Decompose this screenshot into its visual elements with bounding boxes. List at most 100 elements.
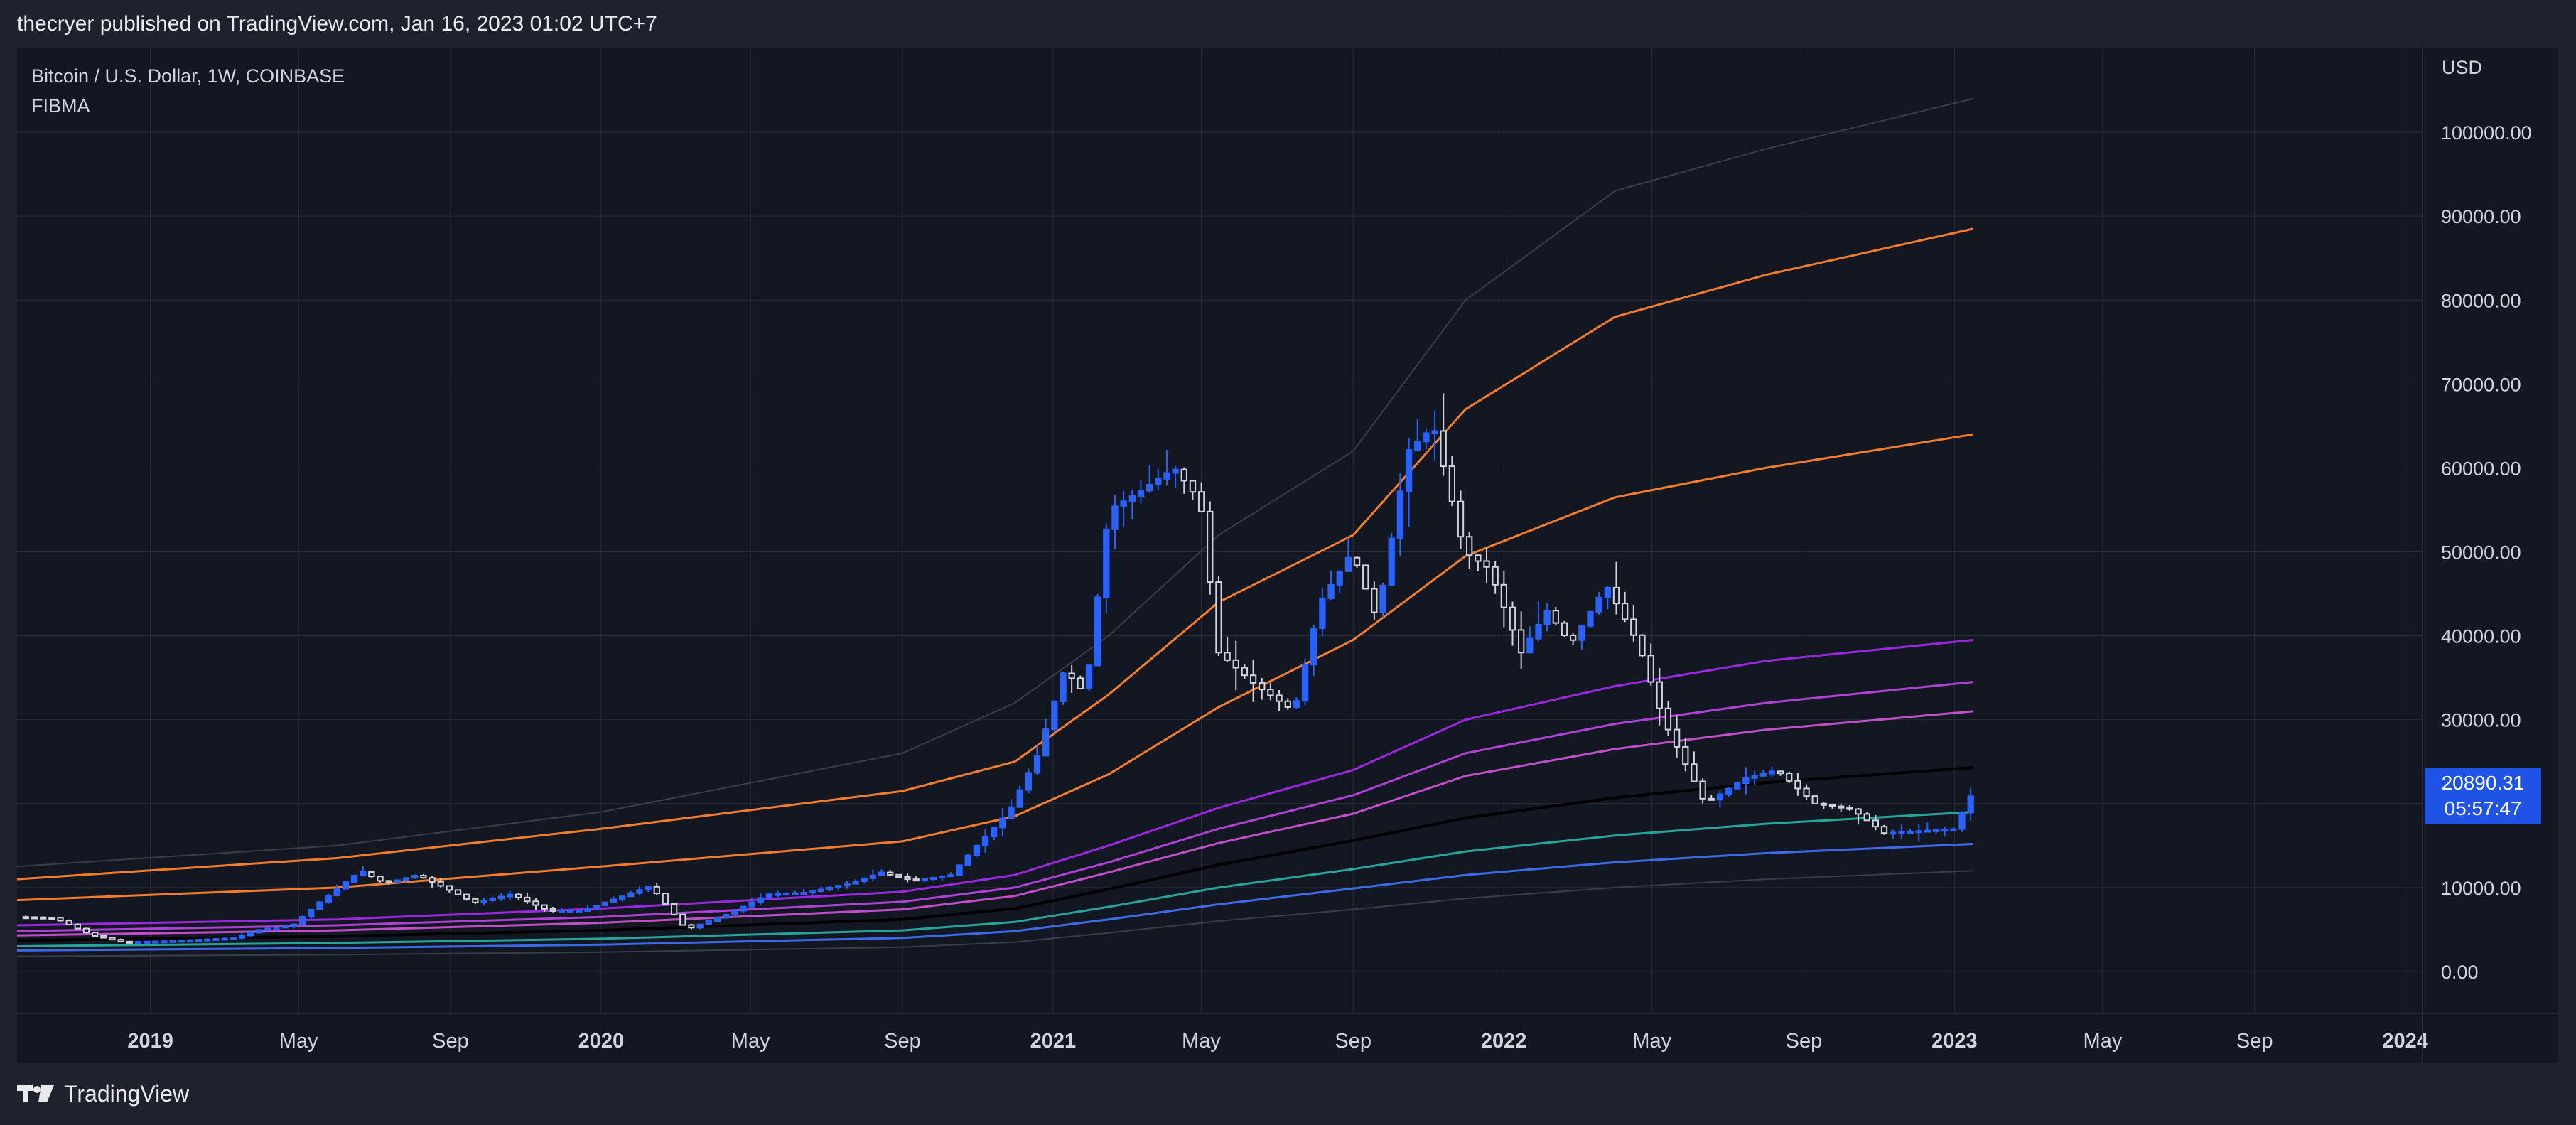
candle-body bbox=[610, 898, 618, 903]
candle-body bbox=[1578, 625, 1585, 641]
candle-body bbox=[1483, 560, 1490, 568]
ma-series-layer bbox=[17, 97, 1973, 957]
candle-body bbox=[1518, 629, 1525, 654]
candle-body bbox=[1759, 773, 1767, 777]
candle-body bbox=[1405, 449, 1413, 492]
candle-body bbox=[792, 892, 799, 895]
candle-body bbox=[662, 893, 669, 905]
x-tick-label: May bbox=[731, 1030, 770, 1053]
tradingview-logo-icon[interactable] bbox=[17, 1084, 57, 1104]
candle-body bbox=[506, 893, 514, 898]
last-price: 20890.31 bbox=[2441, 772, 2525, 795]
candle-body bbox=[800, 892, 807, 895]
x-tick-label: May bbox=[279, 1030, 318, 1053]
candle-body bbox=[22, 916, 29, 920]
x-tick-label: Sep bbox=[2236, 1030, 2273, 1053]
candle-body bbox=[1967, 795, 1974, 814]
y-tick-label: 50000.00 bbox=[2441, 542, 2521, 564]
candle-body bbox=[1301, 664, 1309, 702]
candle-body bbox=[1725, 787, 1732, 795]
candle-body bbox=[1691, 763, 1698, 782]
x-tick-label: Sep bbox=[884, 1030, 921, 1053]
candle-body bbox=[1327, 583, 1335, 599]
candle-body bbox=[645, 886, 652, 891]
candle-body bbox=[653, 886, 660, 895]
y-tick-label: 10000.00 bbox=[2441, 878, 2521, 899]
candle-body bbox=[869, 874, 877, 879]
candle-body bbox=[360, 871, 367, 876]
candle-body bbox=[1128, 495, 1136, 502]
ma-series-line bbox=[17, 870, 1973, 957]
candle-body bbox=[1180, 468, 1187, 482]
candle-body bbox=[722, 913, 730, 919]
candle-body bbox=[1500, 583, 1507, 608]
chart-panel[interactable]: 0.0010000.0020000.0030000.0040000.005000… bbox=[17, 48, 2558, 1063]
candle-body bbox=[1716, 793, 1724, 801]
candle-body bbox=[1475, 554, 1482, 562]
candle-body bbox=[1224, 652, 1231, 661]
chart-legend[interactable]: Bitcoin / U.S. Dollar, 1W, COINBASE FIBM… bbox=[31, 61, 345, 121]
candle-body bbox=[1734, 782, 1741, 790]
candle-body bbox=[1673, 728, 1681, 748]
candle-body bbox=[195, 939, 203, 942]
candle-body bbox=[1215, 581, 1222, 654]
candle-body bbox=[601, 901, 608, 907]
candle-body bbox=[1932, 829, 1940, 832]
candle-body bbox=[1077, 677, 1084, 689]
candle-body bbox=[670, 903, 678, 915]
candle-body bbox=[1259, 682, 1266, 691]
candle-body bbox=[333, 888, 340, 896]
candle-body bbox=[1621, 603, 1629, 620]
candle-body bbox=[247, 932, 254, 937]
candle-body bbox=[1457, 500, 1465, 538]
candle-body bbox=[740, 905, 747, 912]
candle-body bbox=[757, 897, 764, 903]
candle-body bbox=[532, 900, 539, 906]
candle-body bbox=[40, 916, 47, 920]
y-tick-label: 60000.00 bbox=[2441, 458, 2521, 479]
candle-body bbox=[861, 877, 868, 883]
brand-name[interactable]: TradingView bbox=[64, 1080, 190, 1107]
candle-body bbox=[1742, 777, 1750, 784]
candle-body bbox=[991, 827, 998, 838]
candle-body bbox=[1708, 797, 1715, 801]
candle-body bbox=[904, 876, 911, 881]
candle-body bbox=[178, 940, 185, 943]
candle-body bbox=[1552, 610, 1559, 624]
candle-body bbox=[826, 886, 834, 890]
candle-body bbox=[947, 874, 954, 878]
candle-body bbox=[1587, 610, 1594, 627]
candle-body bbox=[1535, 623, 1542, 640]
candle-body bbox=[1682, 745, 1689, 765]
candle-body bbox=[342, 881, 350, 890]
candle-body bbox=[126, 940, 133, 944]
candle-body bbox=[1319, 597, 1326, 629]
candle-body bbox=[65, 920, 72, 925]
candle-body bbox=[256, 929, 263, 934]
candle-body bbox=[956, 864, 963, 876]
candle-body bbox=[1371, 588, 1378, 613]
candles-layer bbox=[22, 393, 1974, 944]
candle-body bbox=[852, 881, 859, 885]
candle-body bbox=[1353, 556, 1361, 566]
candle-body bbox=[549, 908, 556, 912]
candle-body bbox=[1207, 510, 1214, 583]
indicator-title[interactable]: FIBMA bbox=[31, 95, 90, 117]
chart-canvas[interactable]: 0.0010000.0020000.0030000.0040000.005000… bbox=[17, 48, 2558, 1063]
candle-body bbox=[981, 836, 989, 846]
symbol-title[interactable]: Bitcoin / U.S. Dollar, 1W, COINBASE bbox=[31, 65, 345, 87]
candle-body bbox=[1120, 500, 1127, 507]
candle-body bbox=[878, 871, 885, 876]
x-tick-label: 2021 bbox=[1030, 1030, 1077, 1053]
x-tick-label: May bbox=[1182, 1030, 1221, 1053]
candle-body bbox=[688, 924, 695, 929]
candle-body bbox=[1492, 566, 1499, 586]
candle-body bbox=[765, 893, 773, 899]
candle-body bbox=[584, 908, 591, 912]
candle-body bbox=[1033, 755, 1041, 774]
candle-body bbox=[1509, 606, 1516, 631]
x-tick-label: Sep bbox=[432, 1030, 469, 1053]
x-tick-label: 2024 bbox=[2382, 1030, 2428, 1053]
candle-body bbox=[696, 923, 704, 929]
candle-body bbox=[1647, 655, 1654, 683]
